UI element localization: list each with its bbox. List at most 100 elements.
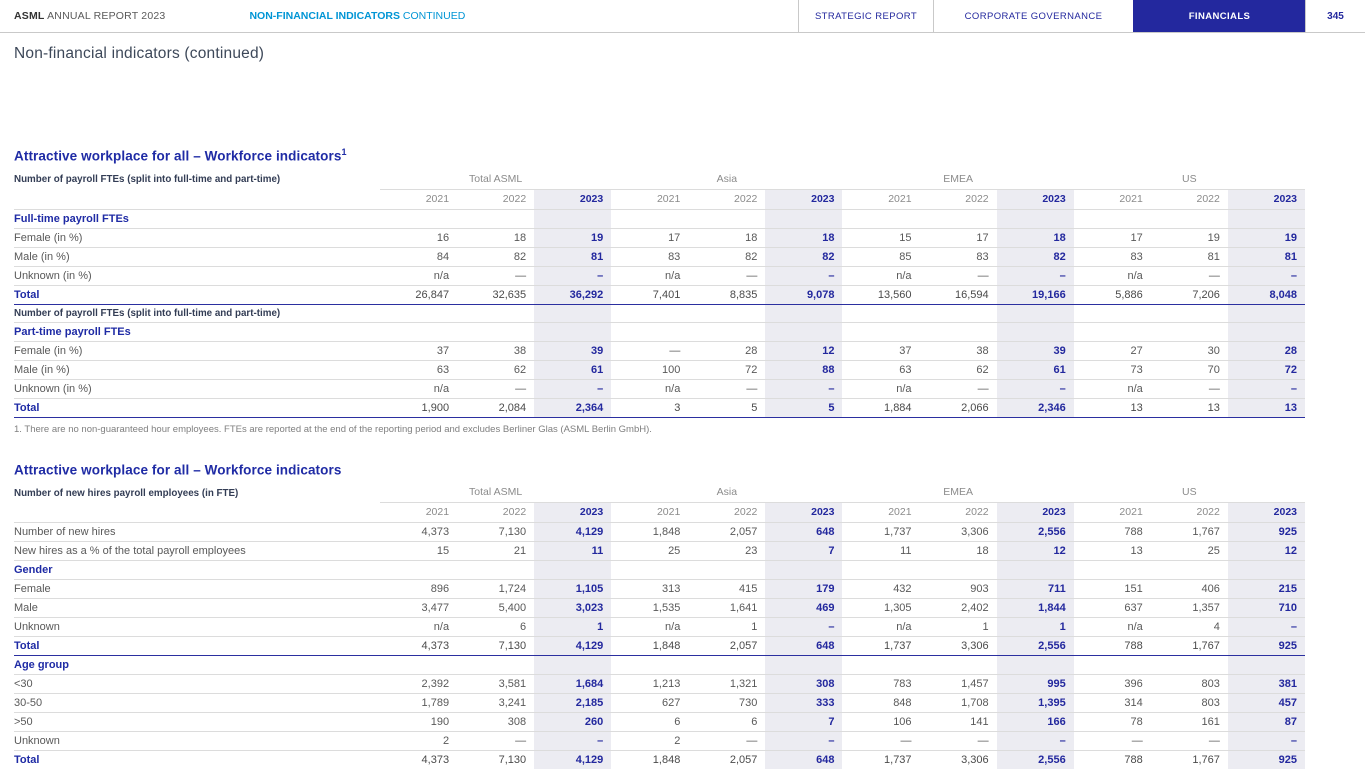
group-header-row: Number of payroll FTEs (split into full-… [14,170,1305,190]
cell-value [1073,322,1151,342]
table-row: <30 2,392 3,581 1,684 1,213 1,321 308 783 1,457 9… [14,674,1305,694]
cell-value: – [1227,266,1305,286]
cell-value: 415 [688,579,766,599]
cell-value: 432 [842,579,920,599]
cell-value: 730 [688,693,766,713]
cell-value: 1 [919,617,997,637]
row-label: New hires as a % of the total payroll em… [14,541,380,561]
cell-value: 3,023 [534,598,612,618]
cell-value: 78 [1073,712,1151,732]
new-hires-table: Number of new hires payroll employees (i… [14,484,1305,769]
cell-value: 18 [765,228,843,248]
cell-value: 2 [380,731,458,751]
cell-value: 17 [611,228,689,248]
cell-value: 1,708 [919,693,997,713]
cell-value [1073,655,1151,675]
cell-value: 61 [534,360,612,380]
cell-value: 1,884 [842,398,920,418]
cell-value: 28 [688,341,766,361]
cell-value: 925 [1227,750,1305,769]
cell-value: 38 [457,341,535,361]
row-label: 30-50 [14,693,380,713]
year-header: 2021 [611,189,689,210]
cell-value [1073,560,1151,580]
cell-value: — [457,731,535,751]
table-row: Total 1,900 2,084 2,364 3 5 5 1,884 2,066 2,346 13… [14,398,1305,418]
cell-value: 788 [1073,522,1151,542]
cell-value [688,209,766,229]
row-label: Number of payroll FTEs (split into full-… [14,304,380,323]
cell-value: 166 [996,712,1074,732]
report-tabs: STRATEGIC REPORT CORPORATE GOVERNANCE FI… [798,0,1365,32]
cell-value: 7,401 [611,285,689,305]
cell-value: 72 [688,360,766,380]
cell-value [1073,209,1151,229]
cell-value: 88 [765,360,843,380]
cell-value [842,655,920,675]
cell-value: 1,737 [842,636,920,656]
cell-value: 19 [1150,228,1228,248]
column-group-header: Total ASML [380,170,612,190]
cell-value [380,655,458,675]
cell-value: 141 [919,712,997,732]
cell-value: 7,130 [457,636,535,656]
column-group-header: Total ASML [380,484,612,503]
cell-value [688,655,766,675]
cell-value: 1 [996,617,1074,637]
tab-financials[interactable]: FINANCIALS [1133,0,1305,32]
cell-value: 30 [1150,341,1228,361]
year-header-row: 2021 2022 2023 2021 2022 2023 2021 2022 2023 2021… [14,189,1305,210]
cell-value: 39 [996,341,1074,361]
row-label: Male (in %) [14,247,380,267]
cell-value [457,209,535,229]
year-header: 2022 [457,502,535,523]
cell-value: 381 [1227,674,1305,694]
cell-value: 308 [457,712,535,732]
cell-value: 469 [765,598,843,618]
year-header: 2023 [1227,189,1305,210]
row-label: <30 [14,674,380,694]
cell-value: 2,084 [457,398,535,418]
cell-value: 81 [1227,247,1305,267]
cell-value [996,209,1074,229]
cell-value: 84 [380,247,458,267]
cell-value [688,322,766,342]
cell-value: 648 [765,522,843,542]
tab-corporate-governance[interactable]: CORPORATE GOVERNANCE [933,0,1133,32]
indicator-table: Number of new hires payroll employees (i… [14,484,1305,769]
cell-value: 72 [1227,360,1305,380]
cell-value: 32,635 [457,285,535,305]
row-label: Gender [14,560,380,580]
table-title: Attractive workplace for all – Workforce… [14,461,1305,477]
cell-value: n/a [380,266,458,286]
cell-value: 63 [380,360,458,380]
cell-value: 12 [765,341,843,361]
table-row: Total 4,373 7,130 4,129 1,848 2,057 648 1,737 3,… [14,750,1305,769]
indicator-table: Number of payroll FTEs (split into full-… [14,170,1305,418]
cell-value: – [996,379,1074,399]
cell-value: 457 [1227,693,1305,713]
cell-value: n/a [380,379,458,399]
cell-value [1150,322,1228,342]
cell-value: n/a [380,617,458,637]
table-subtitle: Number of new hires payroll employees (i… [14,487,239,499]
cell-value [611,560,689,580]
cell-value [688,560,766,580]
cell-value [765,304,843,323]
year-header-row: 2021 2022 2023 2021 2022 2023 2021 2022 2023 2021… [14,502,1305,523]
column-group-header: US [1073,484,1305,503]
cell-value: 12 [1227,541,1305,561]
cell-value [919,322,997,342]
main-content: Attractive workplace for all – Workforce… [0,147,1365,769]
cell-value: 2,057 [688,750,766,769]
row-label: Male [14,598,380,618]
tab-strategic-report[interactable]: STRATEGIC REPORT [798,0,933,32]
cell-value: 215 [1227,579,1305,599]
cell-value: — [919,731,997,751]
year-header: 2022 [688,189,766,210]
cell-value: n/a [842,266,920,286]
row-label: Total [14,750,380,769]
table-title-footnote-ref: 1 [341,147,347,157]
cell-value: 3,477 [380,598,458,618]
cell-value: 788 [1073,750,1151,769]
